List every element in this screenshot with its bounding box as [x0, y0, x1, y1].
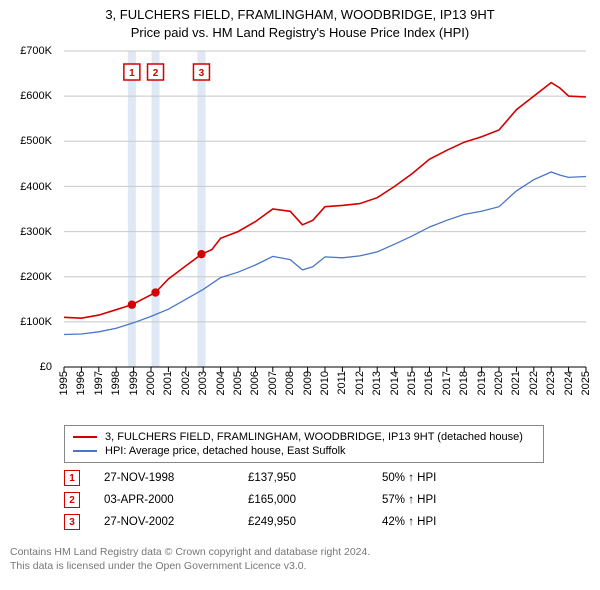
x-tick-label: 1996 — [75, 371, 87, 395]
x-tick-label: 2017 — [441, 371, 453, 395]
legend-label-subject: 3, FULCHERS FIELD, FRAMLINGHAM, WOODBRID… — [105, 431, 523, 443]
sales-row: 2 03-APR-2000 £165,000 57% ↑ HPI — [64, 489, 590, 511]
legend-swatch-hpi — [73, 450, 97, 452]
x-tick-label: 2003 — [197, 371, 209, 395]
sale-date: 27-NOV-2002 — [104, 516, 224, 528]
legend: 3, FULCHERS FIELD, FRAMLINGHAM, WOODBRID… — [64, 425, 544, 463]
x-tick-label: 2010 — [319, 371, 331, 395]
x-tick-label: 1997 — [93, 371, 105, 395]
x-tick-label: 2002 — [180, 371, 192, 395]
x-tick-label: 2022 — [528, 371, 540, 395]
sale-badge: 1 — [64, 470, 80, 486]
sale-price: £137,950 — [248, 472, 358, 484]
x-tick-label: 2021 — [510, 371, 522, 395]
x-tick-label: 2012 — [354, 371, 366, 395]
x-tick-label: 2024 — [563, 371, 575, 395]
sale-badge: 2 — [64, 492, 80, 508]
svg-text:2: 2 — [153, 68, 159, 79]
x-tick-label: 1998 — [110, 371, 122, 395]
footer-line2: This data is licensed under the Open Gov… — [10, 559, 590, 573]
chart-title-line2: Price paid vs. HM Land Registry's House … — [10, 24, 590, 42]
x-tick-label: 2023 — [545, 371, 557, 395]
x-tick-label: 2018 — [458, 371, 470, 395]
x-tick-label: 2008 — [284, 371, 296, 395]
sale-delta: 57% ↑ HPI — [382, 494, 492, 506]
y-tick-label: £600K — [6, 90, 52, 102]
svg-text:1: 1 — [129, 68, 135, 79]
y-tick-label: £200K — [6, 271, 52, 283]
y-tick-label: £300K — [6, 226, 52, 238]
x-tick-label: 2004 — [215, 371, 227, 395]
sales-row: 1 27-NOV-1998 £137,950 50% ↑ HPI — [64, 467, 590, 489]
sales-table: 1 27-NOV-1998 £137,950 50% ↑ HPI 2 03-AP… — [64, 467, 590, 533]
legend-item-hpi: HPI: Average price, detached house, East… — [73, 444, 535, 458]
footer: Contains HM Land Registry data © Crown c… — [10, 545, 590, 573]
x-tick-label: 2020 — [493, 371, 505, 395]
legend-label-hpi: HPI: Average price, detached house, East… — [105, 445, 346, 457]
y-tick-label: £700K — [6, 45, 52, 57]
chart-svg: 1 2 3 — [10, 47, 590, 417]
y-tick-label: £400K — [6, 181, 52, 193]
legend-item-subject: 3, FULCHERS FIELD, FRAMLINGHAM, WOODBRID… — [73, 430, 535, 444]
x-tick-label: 2016 — [423, 371, 435, 395]
footer-line1: Contains HM Land Registry data © Crown c… — [10, 545, 590, 559]
x-tick-label: 2019 — [476, 371, 488, 395]
sale-price: £165,000 — [248, 494, 358, 506]
sale-delta: 50% ↑ HPI — [382, 472, 492, 484]
x-tick-label: 2001 — [162, 371, 174, 395]
sale-delta: 42% ↑ HPI — [382, 516, 492, 528]
svg-text:3: 3 — [199, 68, 205, 79]
sale-date: 27-NOV-1998 — [104, 472, 224, 484]
x-tick-label: 2014 — [389, 371, 401, 395]
chart: 123 £0£100K£200K£300K£400K£500K£600K£700… — [10, 47, 590, 417]
x-tick-label: 2005 — [232, 371, 244, 395]
x-tick-label: 2025 — [580, 371, 592, 395]
x-tick-label: 2000 — [145, 371, 157, 395]
x-tick-label: 2013 — [371, 371, 383, 395]
x-tick-label: 1999 — [128, 371, 140, 395]
sale-date: 03-APR-2000 — [104, 494, 224, 506]
x-tick-label: 2015 — [406, 371, 418, 395]
sale-price: £249,950 — [248, 516, 358, 528]
sales-row: 3 27-NOV-2002 £249,950 42% ↑ HPI — [64, 511, 590, 533]
chart-title-line1: 3, FULCHERS FIELD, FRAMLINGHAM, WOODBRID… — [10, 6, 590, 24]
x-tick-label: 2011 — [336, 371, 348, 395]
sale-badge: 3 — [64, 514, 80, 530]
legend-swatch-subject — [73, 436, 97, 438]
x-tick-label: 2007 — [267, 371, 279, 395]
x-tick-label: 2006 — [249, 371, 261, 395]
y-tick-label: £500K — [6, 135, 52, 147]
y-tick-label: £100K — [6, 316, 52, 328]
x-tick-label: 1995 — [58, 371, 70, 395]
x-tick-label: 2009 — [302, 371, 314, 395]
